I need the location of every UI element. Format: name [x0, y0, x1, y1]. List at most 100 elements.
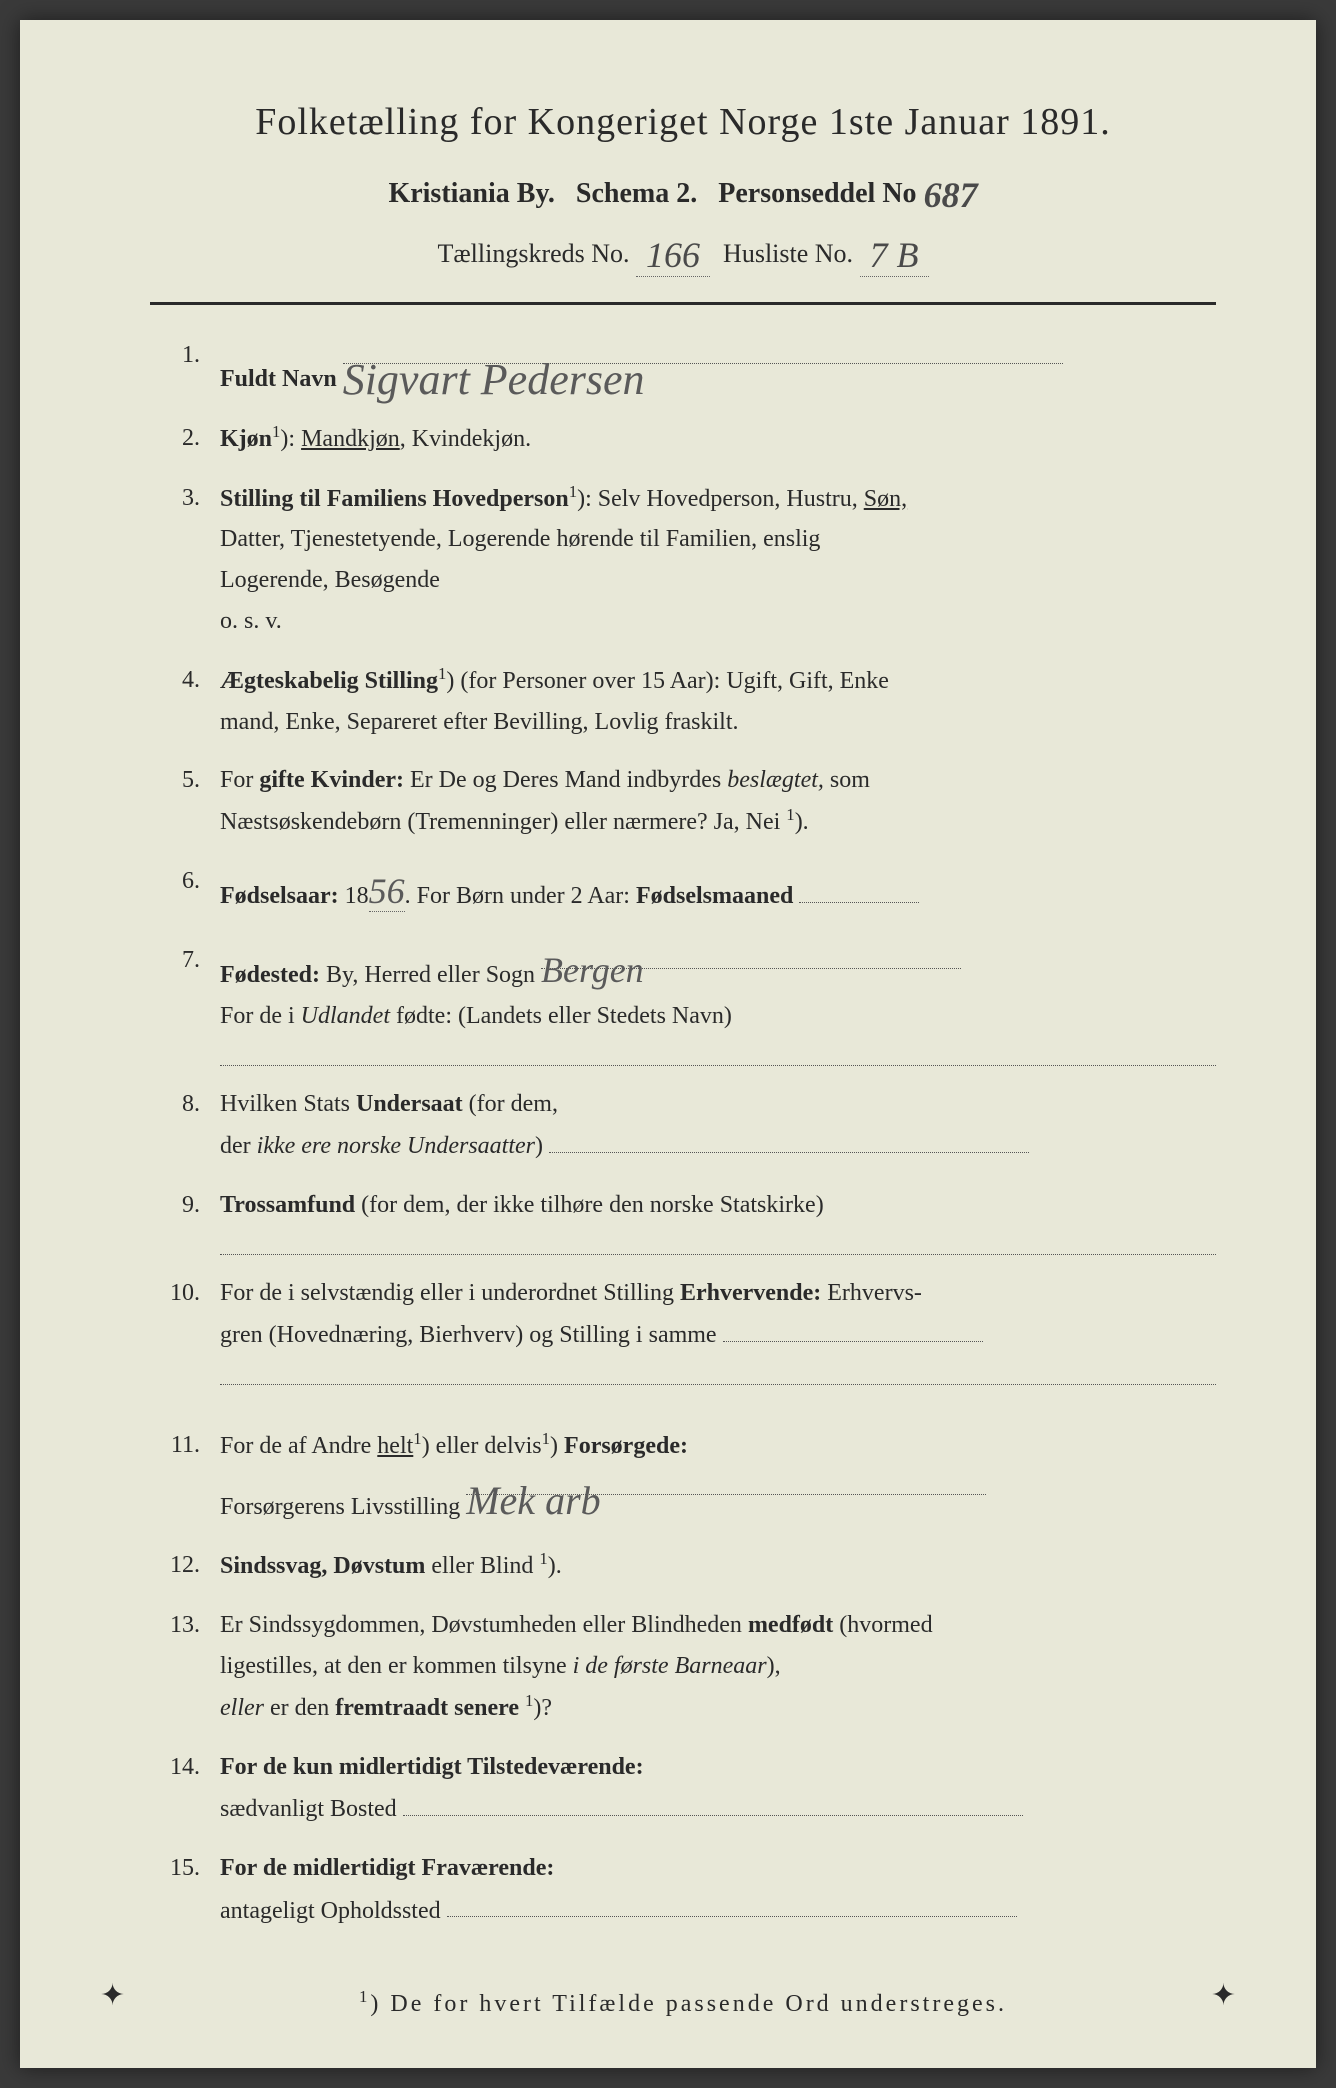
- sup: 1: [569, 482, 577, 501]
- i5-text1b: som: [824, 767, 870, 793]
- item-13: 13. Er Sindssygdommen, Døvstumheden elle…: [170, 1605, 1216, 1728]
- footnote: 1) De for hvert Tilfælde passende Ord un…: [150, 1987, 1216, 2018]
- i13-text3a: eller: [220, 1695, 264, 1721]
- item-num: 11.: [170, 1425, 220, 1528]
- husliste-value: 7 B: [860, 234, 929, 277]
- i13-bold1: medfødt: [748, 1612, 833, 1638]
- sex-label: Kjøn: [220, 426, 272, 452]
- i12-text1: eller Blind: [425, 1553, 539, 1579]
- item-num: 9.: [170, 1185, 220, 1255]
- sup: 1: [413, 1429, 421, 1448]
- footnote-sup: 1: [359, 1987, 370, 2006]
- i14-field: [403, 1787, 1023, 1816]
- i11-text2: Forsørgerens Livsstilling: [220, 1494, 460, 1520]
- item-num: 8.: [170, 1084, 220, 1167]
- item-body: For de kun midlertidigt Tilstedeværende:…: [220, 1747, 1216, 1830]
- item-7: 7. Fødested: By, Herred eller Sogn Berge…: [170, 940, 1216, 1065]
- item-1: 1. Fuldt Navn Sigvart Pedersen: [170, 335, 1216, 400]
- birthplace-value: Bergen: [541, 950, 644, 990]
- i5-ital: beslægtet,: [727, 767, 824, 793]
- item-2: 2. Kjøn1): Mandkjøn, Kvindekjøn.: [170, 418, 1216, 460]
- item-body: Hvilken Stats Undersaat (for dem, der ik…: [220, 1084, 1216, 1167]
- relation-label: Stilling til Familiens Hovedperson: [220, 486, 569, 512]
- sup: 1: [272, 422, 280, 441]
- item-num: 14.: [170, 1747, 220, 1830]
- i15-text2: antageligt Opholdssted: [220, 1897, 441, 1923]
- name-label: Fuldt Navn: [220, 366, 337, 392]
- i7-ital: Udlandet: [301, 1003, 390, 1029]
- item-body: Er Sindssygdommen, Døvstumheden eller Bl…: [220, 1605, 1216, 1728]
- item-body: For gifte Kvinder: Er De og Deres Mand i…: [220, 760, 1216, 843]
- footnote-text: ) De for hvert Tilfælde passende Ord und…: [370, 1991, 1007, 2017]
- i8-text1: Hvilken Stats: [220, 1091, 356, 1117]
- item-body: Fødested: By, Herred eller Sogn Bergen F…: [220, 940, 1216, 1065]
- i13-text1: Er Sindssygdommen, Døvstumheden eller Bl…: [220, 1612, 748, 1638]
- header-divider: [150, 302, 1216, 305]
- i5-kvinder: Kvinder:: [305, 767, 404, 793]
- i10-field: [723, 1313, 983, 1342]
- form-subtitle2: Tællingskreds No. 166 Husliste No. 7 B: [150, 229, 1216, 272]
- census-form-page: Folketælling for Kongeriget Norge 1ste J…: [20, 20, 1316, 2068]
- marital-label: Ægteskabelig Stilling: [220, 668, 438, 694]
- i14-text2: sædvanligt Bosted: [220, 1796, 397, 1822]
- form-title: Folketælling for Kongeriget Norge 1ste J…: [150, 100, 1216, 144]
- item-5: 5. For gifte Kvinder: Er De og Deres Man…: [170, 760, 1216, 843]
- i9-blank-line: [220, 1226, 1216, 1255]
- item-num: 10.: [170, 1273, 220, 1385]
- marital-text1: ) (for Personer over 15 Aar): Ugift, Gif…: [446, 668, 889, 694]
- i13-bold2: fremtraadt senere: [335, 1695, 525, 1721]
- i10-text2: gren (Hovednæring, Bierhverv) og Stillin…: [220, 1322, 717, 1348]
- i10-blank-line: [220, 1356, 1216, 1385]
- i7-text1: By, Herred eller Sogn: [326, 962, 535, 988]
- i10-bold: Erhvervende:: [680, 1280, 821, 1306]
- i7-text2b: fødte: (Landets eller Stedets Navn): [390, 1003, 732, 1029]
- kreds-label: Tællingskreds No.: [437, 239, 629, 268]
- item-num: 13.: [170, 1605, 220, 1728]
- i5-gifte: gifte: [259, 767, 304, 793]
- i7-text2: For de i: [220, 1003, 301, 1029]
- item-num: 15.: [170, 1848, 220, 1931]
- item-body: For de af Andre helt1) eller delvis1) Fo…: [220, 1425, 1216, 1528]
- corner-mark-left: ✦: [100, 1978, 125, 2013]
- i10-text1: For de i selvstændig eller i underordnet…: [220, 1280, 680, 1306]
- item-body: Sindssvag, Døvstum eller Blind 1).: [220, 1545, 1216, 1587]
- i11-text1b: ) eller delvis: [422, 1433, 542, 1459]
- item-body: Trossamfund (for dem, der ikke tilhøre d…: [220, 1185, 1216, 1255]
- relation-line4: o. s. v.: [220, 601, 1216, 642]
- person-label: Personseddel No: [718, 178, 916, 209]
- i9-text1: (for dem, der ikke tilhøre den norske St…: [361, 1192, 824, 1218]
- i7-blank-line: [220, 1037, 1216, 1066]
- kreds-value: 166: [636, 234, 710, 277]
- form-subtitle: Kristiania By. Schema 2. Personseddel No…: [150, 169, 1216, 211]
- i12-end: ).: [548, 1553, 562, 1579]
- i5-line2: Næstsøskendebørn (Tremenninger) eller næ…: [220, 809, 786, 835]
- item-body: Stilling til Familiens Hovedperson1): Se…: [220, 478, 1216, 642]
- birthmonth-field: [799, 874, 919, 903]
- son-option: Søn,: [864, 486, 907, 512]
- i11-helt: helt: [377, 1433, 413, 1459]
- form-items: 1. Fuldt Navn Sigvart Pedersen 2. Kjøn1)…: [150, 335, 1216, 1931]
- sup: 1: [539, 1549, 547, 1568]
- i8-text1b: (for dem,: [463, 1091, 558, 1117]
- item-12: 12. Sindssvag, Døvstum eller Blind 1).: [170, 1545, 1216, 1587]
- item-num: 1.: [170, 335, 220, 400]
- husliste-label: Husliste No.: [723, 239, 853, 268]
- i11-text1c: ): [550, 1433, 564, 1459]
- item-num: 5.: [170, 760, 220, 843]
- i8-text2b: ): [535, 1133, 543, 1159]
- item-8: 8. Hvilken Stats Undersaat (for dem, der…: [170, 1084, 1216, 1167]
- i12-bold: Sindssvag, Døvstum: [220, 1553, 425, 1579]
- item-num: 12.: [170, 1545, 220, 1587]
- male-option: Mandkjøn: [301, 426, 400, 452]
- city-label: Kristiania By.: [388, 178, 554, 209]
- i11-bold: Forsørgede:: [564, 1433, 688, 1459]
- i5-end: ).: [795, 809, 809, 835]
- i8-ital: ikke ere norske Undersaatter: [257, 1133, 535, 1159]
- item-num: 6.: [170, 861, 220, 922]
- item-6: 6. Fødselsaar: 1856. For Børn under 2 Aa…: [170, 861, 1216, 922]
- corner-mark-right: ✦: [1211, 1978, 1236, 2013]
- relation-line3: Logerende, Besøgende: [220, 560, 1216, 601]
- relation-line2: Datter, Tjenestetyende, Logerende hørend…: [220, 519, 1216, 560]
- i14-bold: For de kun midlertidigt Tilstedeværende:: [220, 1754, 644, 1780]
- item-num: 2.: [170, 418, 220, 460]
